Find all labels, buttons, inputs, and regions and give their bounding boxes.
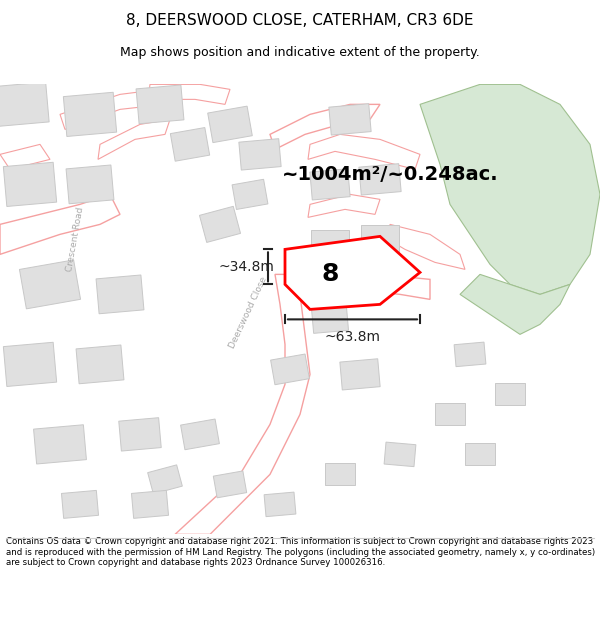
- Polygon shape: [359, 164, 401, 195]
- Polygon shape: [290, 268, 430, 299]
- Polygon shape: [325, 463, 355, 486]
- Polygon shape: [181, 419, 220, 450]
- Polygon shape: [131, 491, 169, 518]
- Polygon shape: [465, 443, 495, 466]
- Polygon shape: [64, 92, 116, 136]
- Polygon shape: [329, 104, 371, 135]
- Polygon shape: [285, 236, 420, 309]
- Polygon shape: [361, 226, 399, 253]
- Polygon shape: [19, 260, 80, 309]
- Polygon shape: [270, 104, 380, 149]
- Text: Deerswood Close: Deerswood Close: [227, 275, 269, 349]
- Polygon shape: [384, 442, 416, 467]
- Polygon shape: [271, 354, 310, 385]
- Text: 8, DEERSWOOD CLOSE, CATERHAM, CR3 6DE: 8, DEERSWOOD CLOSE, CATERHAM, CR3 6DE: [126, 12, 474, 28]
- Polygon shape: [311, 306, 349, 333]
- Polygon shape: [175, 274, 310, 534]
- Polygon shape: [460, 274, 570, 334]
- Polygon shape: [4, 342, 56, 386]
- Polygon shape: [0, 144, 50, 169]
- Polygon shape: [199, 206, 241, 242]
- Polygon shape: [264, 492, 296, 517]
- Polygon shape: [310, 169, 350, 200]
- Polygon shape: [420, 84, 600, 294]
- Polygon shape: [239, 139, 281, 170]
- Polygon shape: [0, 194, 120, 254]
- Polygon shape: [119, 418, 161, 451]
- Polygon shape: [388, 224, 465, 269]
- Polygon shape: [214, 471, 247, 498]
- Text: Contains OS data © Crown copyright and database right 2021. This information is : Contains OS data © Crown copyright and d…: [6, 538, 595, 568]
- Polygon shape: [148, 465, 182, 494]
- Text: Map shows position and indicative extent of the property.: Map shows position and indicative extent…: [120, 46, 480, 59]
- Text: 8: 8: [322, 262, 338, 286]
- Polygon shape: [232, 179, 268, 209]
- Polygon shape: [98, 119, 170, 159]
- Polygon shape: [340, 359, 380, 390]
- Polygon shape: [4, 162, 56, 206]
- Polygon shape: [311, 231, 349, 258]
- Polygon shape: [308, 194, 380, 218]
- Polygon shape: [0, 82, 49, 127]
- Polygon shape: [136, 85, 184, 124]
- Polygon shape: [66, 165, 114, 204]
- Polygon shape: [76, 345, 124, 384]
- Polygon shape: [308, 134, 420, 169]
- Polygon shape: [96, 275, 144, 314]
- Polygon shape: [60, 89, 165, 129]
- Text: ~34.8m: ~34.8m: [218, 260, 274, 274]
- Polygon shape: [170, 127, 209, 161]
- Polygon shape: [148, 84, 230, 104]
- Polygon shape: [61, 491, 98, 518]
- Polygon shape: [435, 403, 465, 426]
- Text: Crescent Road: Crescent Road: [65, 206, 85, 272]
- Polygon shape: [34, 425, 86, 464]
- Polygon shape: [454, 342, 486, 367]
- Polygon shape: [495, 383, 525, 406]
- Text: ~1004m²/~0.248ac.: ~1004m²/~0.248ac.: [281, 165, 499, 184]
- Text: ~63.8m: ~63.8m: [325, 331, 380, 344]
- Polygon shape: [208, 106, 253, 142]
